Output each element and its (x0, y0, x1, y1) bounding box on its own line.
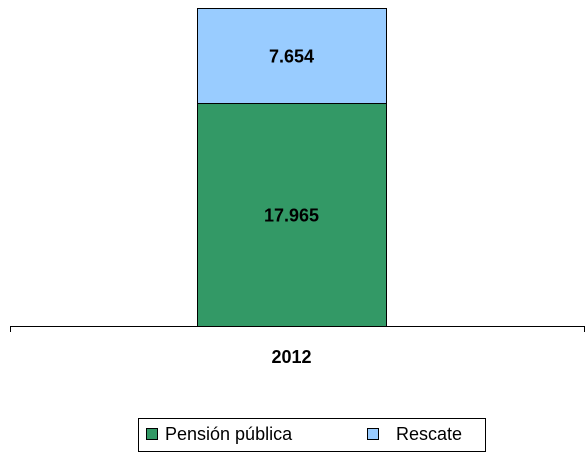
legend-label: Pensión pública (165, 424, 293, 444)
legend-label: Rescate (396, 424, 462, 444)
data-label: 7.654 (269, 46, 314, 66)
bar-segment (197, 8, 387, 105)
data-label: 17.965 (264, 205, 319, 225)
x-tick-label: 2012 (271, 347, 311, 367)
bar-segment (197, 103, 387, 327)
legend-swatch (367, 428, 379, 440)
legend-swatch (146, 428, 158, 440)
legend-box (138, 418, 486, 452)
